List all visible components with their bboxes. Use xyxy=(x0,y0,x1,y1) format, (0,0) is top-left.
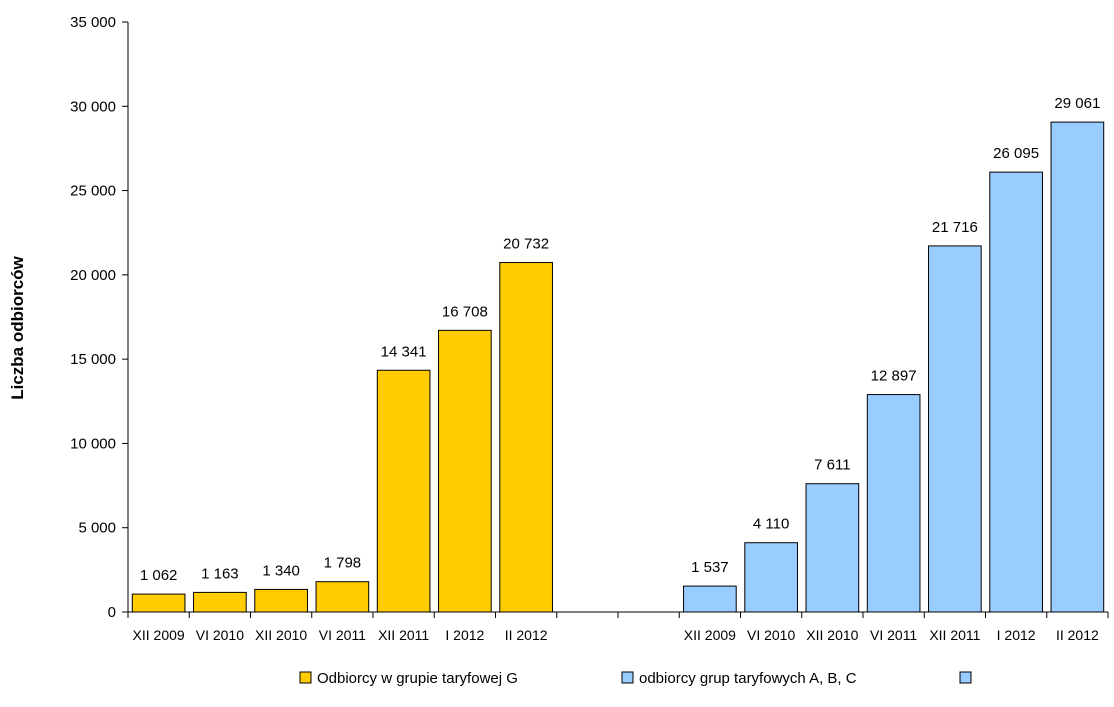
x-category-label: XII 2011 xyxy=(378,627,429,643)
x-category-label: VI 2010 xyxy=(747,627,795,643)
data-label: 1 062 xyxy=(140,567,178,584)
y-tick-label: 35 000 xyxy=(70,14,116,31)
legend-swatch xyxy=(621,671,634,684)
bar xyxy=(744,542,798,613)
y-tick-label: 15 000 xyxy=(70,351,116,368)
legend-label: Odbiorcy w grupie taryfowej G xyxy=(317,670,518,687)
x-category-label: VI 2011 xyxy=(319,627,366,643)
x-category-label: XII 2009 xyxy=(133,627,185,643)
y-tick-label: 5 000 xyxy=(78,520,116,537)
bar xyxy=(315,581,370,613)
bar xyxy=(866,394,921,613)
data-label: 1 340 xyxy=(262,562,300,579)
category-labels: XII 2009 VI 2010 XII 2010 VI 2011 XII 2011 I … xyxy=(133,627,1099,643)
data-label: 14 341 xyxy=(381,343,427,360)
bar xyxy=(683,585,737,613)
y-tick-label: 30 000 xyxy=(70,98,116,115)
legend-swatch xyxy=(299,671,312,684)
data-label: 29 061 xyxy=(1054,95,1100,112)
bar xyxy=(376,369,431,613)
y-tick-label: 0 xyxy=(108,604,116,621)
bar xyxy=(254,588,308,613)
bar xyxy=(1050,121,1105,613)
x-category-label: XII 2011 xyxy=(929,627,980,643)
legend-label: odbiorcy grup taryfowych A, B, C xyxy=(639,670,857,687)
legend-swatch xyxy=(959,671,972,684)
data-label: 21 716 xyxy=(932,219,978,236)
y-axis: 0 5 000 10 000 15 000 20 000 25 000 30 000 35 0… xyxy=(70,14,129,621)
y-tick-label: 20 000 xyxy=(70,267,116,284)
bar xyxy=(193,591,247,613)
bar xyxy=(131,593,186,613)
bars xyxy=(131,121,1105,613)
data-label: 1 798 xyxy=(324,555,362,572)
x-category-label: VI 2011 xyxy=(870,627,917,643)
data-label: 26 095 xyxy=(993,145,1039,162)
x-category-label: XII 2010 xyxy=(255,627,307,643)
x-category-label: II 2012 xyxy=(1056,627,1099,643)
bar xyxy=(438,329,492,613)
data-label: 20 732 xyxy=(503,236,549,253)
x-category-label: XII 2009 xyxy=(684,627,736,643)
y-tick-label: 10 000 xyxy=(70,435,116,452)
x-category-label: VI 2010 xyxy=(196,627,244,643)
legend: Odbiorcy w grupie taryfowej G odbiorcy gr… xyxy=(299,670,972,687)
data-label: 16 708 xyxy=(442,303,488,320)
y-tick-label: 25 000 xyxy=(70,183,116,200)
data-label: 1 537 xyxy=(691,559,729,576)
x-category-label: I 2012 xyxy=(445,627,484,643)
x-category-label: I 2012 xyxy=(997,627,1036,643)
x-category-label: XII 2010 xyxy=(806,627,858,643)
bar xyxy=(989,171,1043,613)
data-label: 12 897 xyxy=(871,368,917,385)
bar xyxy=(805,483,860,613)
data-label: 1 163 xyxy=(201,565,239,582)
bar xyxy=(499,262,553,613)
y-axis-title: Liczba odbiorców xyxy=(8,255,27,399)
x-category-label: II 2012 xyxy=(505,627,548,643)
data-labels: 1 062 1 163 1 340 1 798 14 341 16 708 20 732 1 … xyxy=(140,95,1100,584)
data-label: 4 110 xyxy=(753,516,789,533)
data-label: 7 611 xyxy=(814,457,850,474)
x-axis xyxy=(127,611,1109,618)
bar xyxy=(928,245,982,613)
